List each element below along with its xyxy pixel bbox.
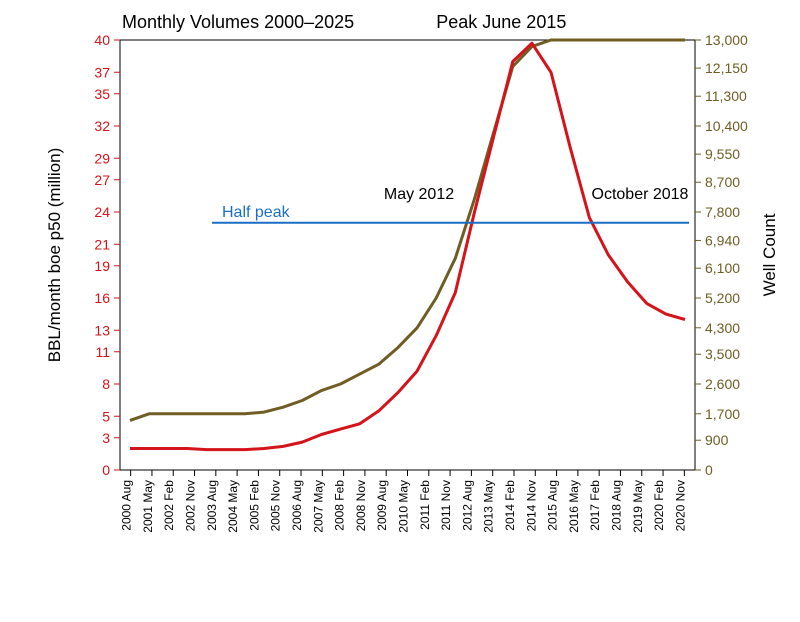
y-right-tick-label: 13,000	[705, 32, 748, 48]
x-tick-label: 2009 Aug	[375, 480, 389, 531]
y-right-tick-label: 9,550	[705, 146, 740, 162]
x-tick-label: 2014 Nov	[524, 480, 538, 531]
y-right-tick-label: 8,700	[705, 174, 740, 190]
y-left-tick-label: 13	[94, 322, 110, 338]
y-left-tick-label: 0	[102, 462, 110, 478]
y-right-tick-label: 6,100	[705, 260, 740, 276]
y-left-tick-label: 16	[94, 290, 110, 306]
y-left-tick-label: 21	[94, 236, 110, 252]
x-tick-label: 2014 Feb	[503, 480, 517, 531]
x-tick-label: 2017 Feb	[588, 480, 602, 531]
x-tick-label: 2008 Nov	[354, 480, 368, 531]
y-left-tick-label: 24	[94, 204, 110, 220]
y-left-tick-label: 3	[102, 430, 110, 446]
y-right-tick-label: 2,600	[705, 376, 740, 392]
peak-label: Peak June 2015	[436, 12, 566, 32]
y-right-tick-label: 4,300	[705, 320, 740, 336]
y-left-axis-label: BBL/month boe p50 (million)	[45, 148, 64, 363]
y-left-tick-label: 5	[102, 408, 110, 424]
x-tick-label: 2004 May	[226, 480, 240, 533]
x-tick-label: 2011 Nov	[439, 480, 453, 530]
y-left-tick-label: 8	[102, 376, 110, 392]
half-peak-left-cross: May 2012	[384, 186, 454, 203]
y-right-tick-label: 5,200	[705, 290, 740, 306]
y-right-tick-label: 0	[705, 462, 713, 478]
x-tick-label: 2000 Aug	[120, 480, 134, 531]
y-left-tick-label: 32	[94, 118, 110, 134]
y-left-tick-label: 19	[94, 258, 110, 274]
y-right-tick-label: 6,940	[705, 232, 740, 248]
y-left-tick-label: 11	[95, 344, 110, 360]
y-right-tick-label: 7,800	[705, 204, 740, 220]
x-tick-label: 2003 Aug	[205, 480, 219, 531]
x-tick-label: 2008 Feb	[333, 480, 347, 531]
x-tick-label: 2018 Aug	[609, 480, 623, 531]
half-peak-label: Half peak	[222, 204, 291, 221]
x-tick-label: 2020 Nov	[673, 480, 687, 531]
x-tick-label: 2013 May	[482, 480, 496, 533]
x-tick-label: 2012 Aug	[460, 480, 474, 531]
y-right-tick-label: 1,700	[705, 406, 740, 422]
y-right-tick-label: 10,400	[705, 118, 748, 134]
x-tick-label: 2002 Nov	[184, 480, 198, 531]
y-left-tick-label: 40	[94, 32, 110, 48]
y-left-tick-label: 29	[94, 150, 110, 166]
x-tick-label: 2019 May	[631, 480, 645, 533]
chart-title: Monthly Volumes 2000–2025	[122, 12, 354, 32]
y-right-axis-label: Well Count	[760, 213, 779, 296]
y-right-tick-label: 12,150	[705, 60, 748, 76]
x-tick-label: 2006 Aug	[290, 480, 304, 531]
x-tick-label: 2001 May	[141, 480, 155, 533]
x-tick-label: 2002 Feb	[162, 480, 176, 531]
y-left-tick-label: 27	[94, 172, 110, 188]
x-tick-label: 2010 May	[397, 480, 411, 533]
half-peak-right-cross: October 2018	[592, 186, 689, 203]
y-left-tick-label: 35	[94, 86, 110, 102]
x-tick-label: 2007 May	[311, 480, 325, 533]
y-right-tick-label: 11,300	[705, 88, 747, 104]
x-tick-label: 2005 Nov	[269, 480, 283, 531]
x-tick-label: 2005 Feb	[247, 480, 261, 531]
x-tick-label: 2016 May	[567, 480, 581, 533]
x-tick-label: 2011 Feb	[418, 480, 432, 530]
y-left-tick-label: 37	[94, 64, 110, 80]
x-tick-label: 2015 Aug	[546, 480, 560, 531]
y-right-tick-label: 3,500	[705, 346, 740, 362]
volumes-chart: Monthly Volumes 2000–2025 Peak June 2015 0…	[0, 0, 800, 622]
x-tick-label: 2020 Feb	[652, 480, 666, 531]
y-right-tick-label: 900	[705, 432, 729, 448]
